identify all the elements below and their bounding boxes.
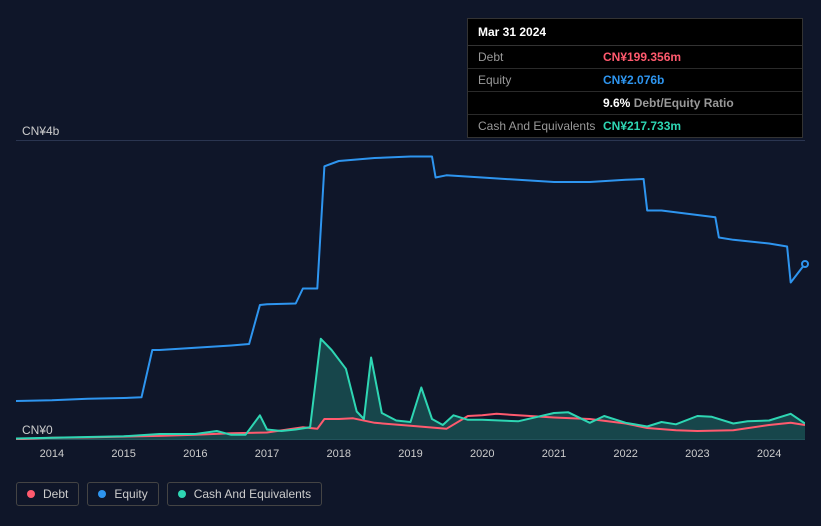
y-axis-label-max: CN¥4b: [22, 124, 59, 138]
chart-plot-area[interactable]: [16, 140, 805, 440]
x-tick: 2014: [40, 448, 64, 460]
x-tick: 2019: [398, 448, 422, 460]
x-tick: 2022: [613, 448, 637, 460]
x-tick: 2017: [255, 448, 279, 460]
x-tick: 2018: [327, 448, 351, 460]
tooltip-value-ratio: 9.6% Debt/Equity Ratio: [603, 96, 734, 110]
chart-svg: [16, 140, 805, 440]
x-tick: 2024: [757, 448, 781, 460]
tooltip-label-ratio: [478, 96, 603, 110]
cash-dot-icon: [178, 490, 186, 498]
tooltip-value-debt: CN¥199.356m: [603, 50, 681, 64]
chart-hover-marker: [801, 260, 809, 268]
tooltip-label-cash: Cash And Equivalents: [478, 119, 603, 133]
x-tick: 2016: [183, 448, 207, 460]
tooltip-value-cash: CN¥217.733m: [603, 119, 681, 133]
equity-dot-icon: [98, 490, 106, 498]
legend-item-equity[interactable]: Equity: [87, 482, 158, 506]
x-tick: 2020: [470, 448, 494, 460]
legend-label: Equity: [114, 487, 147, 501]
x-tick: 2023: [685, 448, 709, 460]
tooltip-row-cash: Cash And Equivalents CN¥217.733m: [468, 115, 802, 137]
tooltip-date: Mar 31 2024: [468, 19, 802, 46]
tooltip-value-equity: CN¥2.076b: [603, 73, 664, 87]
chart-tooltip: Mar 31 2024 Debt CN¥199.356m Equity CN¥2…: [467, 18, 803, 138]
chart-legend: Debt Equity Cash And Equivalents: [16, 482, 322, 506]
tooltip-row-equity: Equity CN¥2.076b: [468, 69, 802, 92]
legend-item-debt[interactable]: Debt: [16, 482, 79, 506]
tooltip-row-debt: Debt CN¥199.356m: [468, 46, 802, 69]
debt-dot-icon: [27, 490, 35, 498]
tooltip-label-equity: Equity: [478, 73, 603, 87]
ratio-pct: 9.6%: [603, 96, 630, 110]
ratio-text: Debt/Equity Ratio: [634, 96, 734, 110]
tooltip-row-ratio: 9.6% Debt/Equity Ratio: [468, 92, 802, 115]
x-tick: 2021: [542, 448, 566, 460]
legend-label: Cash And Equivalents: [194, 487, 311, 501]
legend-item-cash[interactable]: Cash And Equivalents: [167, 482, 322, 506]
tooltip-label-debt: Debt: [478, 50, 603, 64]
equity-line: [16, 157, 805, 402]
x-tick: 2015: [111, 448, 135, 460]
legend-label: Debt: [43, 487, 68, 501]
x-axis: 2014 2015 2016 2017 2018 2019 2020 2021 2022 2023…: [16, 448, 805, 468]
